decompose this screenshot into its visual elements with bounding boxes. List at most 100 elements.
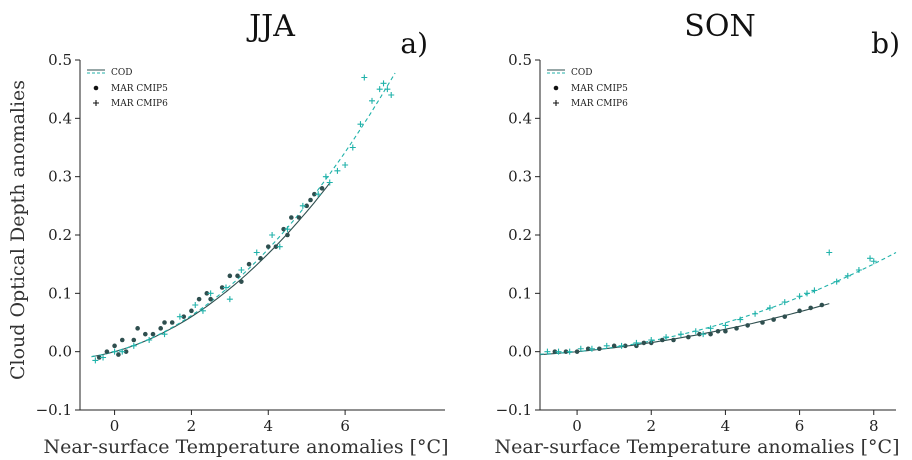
legend-label: MAR CMIP5 [571, 84, 628, 94]
data-point-cmip5 [162, 320, 167, 325]
data-point-cmip6 [161, 331, 168, 338]
data-point-cmip6 [844, 272, 851, 279]
x-axis-label: Near-surface Temperature anomalies [°C] [44, 436, 449, 458]
data-point-cmip6 [692, 328, 699, 335]
data-point-cmip6 [555, 348, 562, 355]
data-point-cmip5 [660, 337, 665, 343]
y-tick-label: 0.0 [508, 343, 532, 361]
data-point-cmip6 [870, 258, 877, 265]
data-point-cmip6 [299, 202, 306, 209]
y-tick-label: 0.2 [508, 226, 532, 244]
data-point-cmip5 [308, 197, 313, 203]
data-point-cmip5 [281, 226, 286, 232]
data-point-cmip5 [265, 244, 271, 249]
data-point-cmip6 [100, 354, 107, 361]
data-point-cmip6 [146, 337, 153, 343]
panel-title: SON [684, 9, 755, 44]
data-point-cmip5 [196, 296, 202, 302]
y-tick-label: 0.3 [48, 168, 72, 186]
data-point-cmip5 [239, 279, 244, 284]
data-point-cmip5 [641, 340, 647, 346]
data-point-cmip6 [322, 173, 329, 180]
data-point-cmip6 [566, 348, 573, 355]
data-point-cmip6 [384, 86, 391, 93]
data-point-cmip5 [296, 215, 302, 220]
data-point-cmip6 [677, 331, 684, 338]
data-point-cmip6 [92, 357, 99, 364]
data-point-cmip6 [588, 345, 595, 352]
data-point-cmip5 [150, 331, 156, 337]
data-point-cmip6 [130, 342, 137, 349]
data-point-cmip6 [176, 313, 183, 320]
data-point-cmip6 [361, 74, 368, 81]
data-point-cmip5 [574, 349, 580, 354]
data-point-cmip6 [226, 296, 233, 303]
data-point-cmip5 [181, 314, 187, 319]
data-point-cmip5 [258, 256, 263, 261]
data-point-cmip6 [722, 322, 729, 329]
data-point-cmip6 [544, 348, 551, 355]
y-tick-label: −0.1 [496, 401, 532, 419]
y-tick-label: 0.0 [48, 343, 72, 361]
data-point-cmip6 [648, 337, 655, 343]
x-tick-label: 6 [795, 417, 805, 435]
y-tick-label: 0.3 [508, 168, 532, 186]
data-point-cmip6 [238, 267, 245, 273]
data-point-cmip6 [253, 249, 260, 256]
panel-letter: b) [871, 27, 900, 60]
data-point-cmip6 [867, 255, 874, 262]
y-axis-label: Cloud Optical Depth anomalies [7, 80, 29, 380]
panel-letter: a) [400, 27, 428, 60]
fit-line [539, 303, 830, 356]
data-point-cmip5 [169, 320, 175, 325]
data-point-cmip5 [686, 334, 691, 340]
data-point-cmip6 [796, 293, 803, 300]
legend-label: MAR CMIP5 [111, 84, 168, 94]
data-point-cmip5 [723, 328, 728, 334]
fit-line [91, 182, 331, 358]
data-point-cmip5 [119, 337, 125, 343]
data-point-cmip5 [734, 326, 739, 331]
data-point-cmip6 [342, 162, 349, 168]
data-point-cmip5 [715, 328, 721, 334]
data-point-cmip6 [811, 287, 818, 294]
data-point-cmip6 [357, 121, 364, 128]
data-point-cmip6 [349, 144, 356, 151]
data-point-cmip5 [135, 326, 140, 331]
data-point-cmip6 [781, 299, 788, 306]
data-point-cmip6 [577, 345, 584, 352]
data-point-cmip6 [334, 167, 341, 174]
data-point-cmip5 [745, 323, 750, 328]
panel-son: SON b) Near-surface Temperature anomalie… [495, 9, 900, 458]
data-point-cmip6 [707, 325, 714, 332]
data-point-cmip6 [223, 284, 229, 291]
data-point-cmip6 [284, 226, 291, 233]
data-point-cmip6 [192, 302, 199, 308]
data-point-cmip6 [269, 232, 276, 238]
data-point-cmip5 [585, 346, 591, 352]
data-point-cmip5 [771, 317, 776, 322]
y-tick-label: 0.5 [508, 51, 532, 69]
data-point-cmip5 [671, 337, 676, 343]
x-tick-label: 2 [187, 417, 197, 435]
data-point-cmip5 [312, 191, 317, 197]
data-point-cmip6 [752, 310, 759, 317]
data-point-cmip6 [388, 92, 395, 98]
data-point-cmip6 [376, 86, 383, 93]
data-point-cmip5 [227, 273, 233, 279]
data-point-cmip6 [804, 290, 810, 297]
panel-jja: JJA a) Near-surface Temperature anomalie… [7, 9, 448, 458]
data-point-cmip5 [116, 352, 121, 357]
data-point-cmip6 [855, 267, 862, 273]
data-point-cmip5 [158, 326, 163, 331]
data-point-cmip5 [273, 244, 279, 249]
data-point-cmip5 [552, 349, 558, 354]
data-point-cmip6 [207, 290, 214, 297]
data-point-cmip5 [597, 346, 602, 352]
data-point-cmip5 [708, 331, 713, 337]
data-point-cmip6 [326, 179, 333, 186]
data-point-cmip5 [112, 343, 117, 349]
x-tick-label: 0 [110, 417, 120, 435]
data-point-cmip5 [204, 291, 210, 296]
